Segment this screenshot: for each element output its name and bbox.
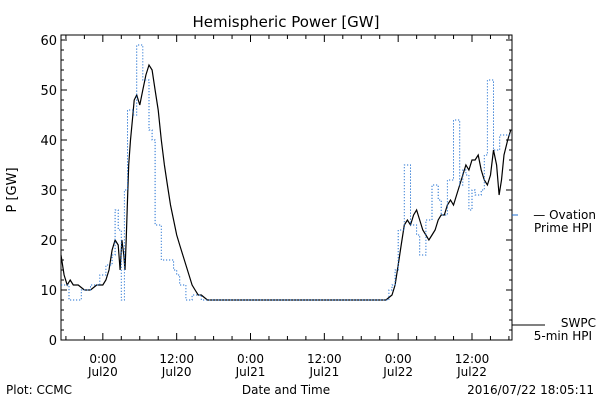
x-tick-time-label: 0:00 (237, 352, 264, 366)
x-tick-date-label: Jul22 (382, 365, 413, 379)
y-axis: 0 10 20 30 40 50 60 (40, 34, 512, 349)
y-tick-label: 30 (40, 184, 57, 199)
plot-frame (60, 34, 513, 341)
x-tick-time-label: 0:00 (89, 352, 116, 366)
x-axis: 0:00Jul2012:00Jul200:00Jul2112:00Jul210:… (65, 35, 510, 379)
legend-label-line2: Prime HPI (534, 221, 592, 235)
x-tick-date-label: Jul20 (87, 365, 118, 379)
footer-timestamp: 2016/07/22 18:05:11 (467, 383, 594, 397)
x-tick-time-label: 12:00 (307, 352, 342, 366)
y-tick-label: 60 (40, 34, 57, 49)
series-swpc-line (60, 63, 512, 301)
x-tick-date-label: Jul22 (456, 365, 487, 379)
series-layer (60, 44, 512, 301)
legend-label-line1: — Ovation (533, 208, 596, 222)
legend-label-line1: SWPC (561, 316, 596, 330)
y-tick-label: 40 (40, 134, 57, 149)
x-tick-time-label: 0:00 (385, 352, 412, 366)
series-ovation-line (61, 44, 512, 301)
y-tick-label: 20 (40, 234, 57, 249)
footer-credit: Plot: CCMC (6, 383, 72, 397)
chart-title: Hemispheric Power [GW] (193, 13, 380, 31)
y-tick-label: 0 (49, 334, 57, 349)
y-tick-label: 10 (40, 284, 57, 299)
x-tick-date-label: Jul20 (161, 365, 192, 379)
y-axis-label: P [GW] (5, 167, 20, 212)
x-tick-time-label: 12:00 (455, 352, 490, 366)
x-tick-date-label: Jul21 (235, 365, 266, 379)
y-tick-label: 50 (40, 84, 57, 99)
legend-label-line2: 5-min HPI (534, 329, 592, 343)
x-axis-label: Date and Time (242, 383, 330, 397)
x-tick-date-label: Jul21 (308, 365, 339, 379)
x-tick-time-label: 12:00 (159, 352, 194, 366)
